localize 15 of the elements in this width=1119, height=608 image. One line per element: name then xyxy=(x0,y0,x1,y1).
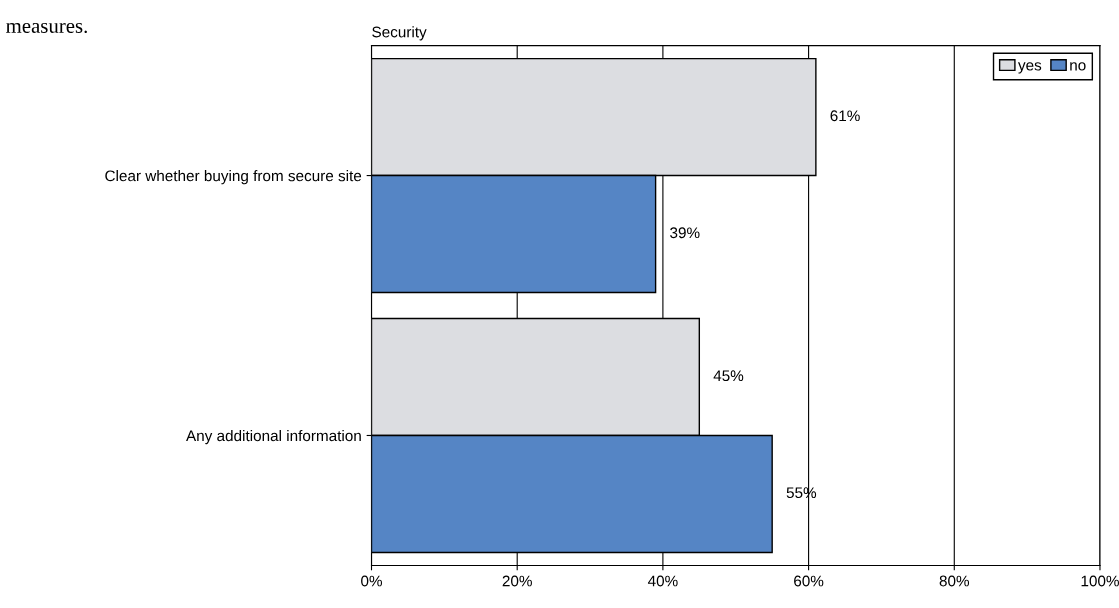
data-label: 45% xyxy=(713,370,744,382)
y-tick-label: Clear whether buying from secure site xyxy=(105,170,362,185)
chart-title: Security xyxy=(372,26,427,41)
y-tick-label: Any additional information xyxy=(186,429,361,445)
x-tick-label: 40% xyxy=(647,575,678,587)
text: measures. xyxy=(6,22,87,33)
x-tick-label: 100% xyxy=(1081,575,1119,587)
data-label: 61% xyxy=(830,110,860,122)
legend-label: no xyxy=(1070,62,1086,71)
x-tick-label: 60% xyxy=(794,575,824,587)
data-label: 39% xyxy=(670,227,700,239)
x-tick-label: 0% xyxy=(361,575,383,587)
legend-label: yes xyxy=(1018,62,1042,74)
x-tick-label: 20% xyxy=(502,575,532,587)
x-tick-label: 80% xyxy=(939,575,970,587)
